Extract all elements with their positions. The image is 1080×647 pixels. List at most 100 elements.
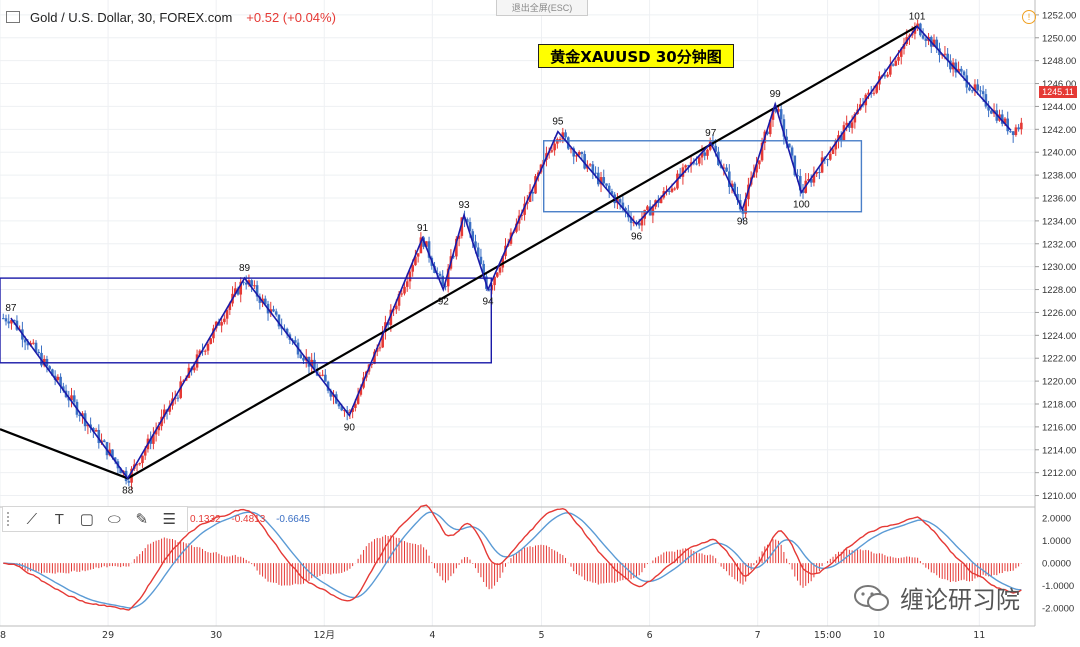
candle-body: [498, 267, 502, 273]
candle-body: [152, 434, 155, 444]
candle-body: [203, 350, 207, 352]
candle-body: [853, 113, 857, 123]
candle-body: [850, 122, 854, 128]
candle-body: [695, 163, 698, 165]
candle-body: [272, 309, 275, 312]
candle-body: [168, 405, 172, 412]
candle-body: [351, 407, 354, 412]
time-tick-label: 7: [755, 630, 761, 641]
candle-body: [897, 56, 900, 61]
candle-body: [340, 406, 344, 411]
candle-body: [692, 162, 696, 164]
pivot-label: 93: [458, 200, 470, 211]
candle-body: [359, 387, 363, 395]
candle-body: [92, 428, 95, 432]
candle-body: [774, 108, 778, 112]
pivot-label: 99: [770, 89, 782, 100]
candle-body: [72, 395, 76, 402]
candle-body: [212, 328, 215, 339]
text-tool-icon[interactable]: T: [54, 510, 64, 528]
candle-body: [455, 238, 458, 257]
pivot-label: 95: [552, 117, 564, 128]
candle-body: [973, 84, 977, 92]
price-tick-label: 1220.00: [1042, 377, 1076, 388]
macd-tick-label: 0.0000: [1042, 559, 1071, 570]
price-tick-label: 1216.00: [1042, 422, 1076, 433]
candle-body: [135, 464, 139, 466]
brush-tool-icon[interactable]: ✎: [135, 511, 149, 528]
candle-body: [867, 92, 870, 95]
drag-handle-icon[interactable]: [7, 512, 16, 526]
candle-body: [809, 179, 813, 183]
price-tick-label: 1230.00: [1042, 262, 1076, 273]
macd-signal-value: -0.6645: [276, 514, 310, 525]
candle-body: [515, 223, 518, 232]
candle-body: [1009, 131, 1012, 133]
candle-body: [891, 64, 895, 66]
candle-body: [163, 409, 166, 417]
price-tick-label: 1232.00: [1042, 239, 1076, 250]
candle-body: [916, 23, 919, 27]
candle-body: [714, 145, 717, 152]
candle-body: [793, 155, 797, 176]
candle-body: [760, 142, 764, 161]
candle-body: [56, 376, 60, 380]
candle-body: [673, 188, 677, 190]
candle-body: [954, 62, 958, 73]
candle-body: [990, 110, 993, 114]
candle-body: [465, 219, 469, 223]
watermark: 缠论研习院: [852, 580, 1020, 615]
candle-body: [684, 165, 687, 168]
candle-body: [962, 71, 966, 76]
candle-body: [285, 328, 289, 335]
price-tick-label: 1242.00: [1042, 125, 1076, 136]
pivot-range-box: [0, 277, 492, 364]
candle-body: [635, 222, 638, 224]
candle-body: [397, 293, 401, 306]
macd-hist-value: 0.1332: [190, 514, 221, 525]
price-tick-label: 1212.00: [1042, 468, 1076, 479]
candle-body: [580, 152, 584, 154]
instrument-title: Gold / U.S. Dollar, 30, FOREX.com: [30, 9, 233, 25]
candle-body: [583, 153, 586, 169]
candle-body: [1000, 114, 1004, 124]
candle-body: [815, 172, 818, 174]
pivot-label: 89: [239, 263, 251, 274]
candle-body: [637, 222, 641, 226]
watermark-text: 缠论研习院: [900, 586, 1020, 614]
candle-body: [575, 155, 578, 157]
time-tick-label: 29: [102, 630, 114, 641]
candle-body: [984, 94, 988, 107]
macd-line: [3, 504, 1022, 611]
candle-body: [883, 75, 887, 77]
alert-icon[interactable]: !: [1022, 10, 1036, 24]
candle-body: [479, 256, 483, 264]
zigzag-stroke-line: [10, 25, 1012, 480]
rectangle-tool-icon[interactable]: ▢: [79, 511, 94, 528]
candle-body: [220, 322, 223, 326]
ellipse-tool-icon[interactable]: ⬭: [107, 510, 121, 528]
candle-body: [894, 60, 898, 66]
candle-body: [113, 457, 117, 462]
pivot-label: 101: [909, 11, 926, 22]
candle-body: [818, 172, 821, 174]
candle-body: [736, 193, 739, 201]
candle-body: [141, 455, 144, 464]
candle-body: [1011, 131, 1015, 136]
candle-body: [97, 429, 101, 444]
pivot-label: 90: [344, 422, 356, 433]
candle-body: [4, 318, 8, 322]
candle-body: [798, 176, 802, 191]
candle-body: [356, 394, 360, 404]
exit-fullscreen-button[interactable]: 退出全屏(ESC): [496, 0, 588, 16]
menu-icon[interactable]: [6, 11, 20, 23]
candle-body: [138, 463, 142, 465]
time-tick-label: 6: [647, 630, 653, 641]
candle-body: [528, 191, 532, 203]
fib-tool-icon[interactable]: ☰: [162, 511, 176, 528]
macd-tick-label: 2.0000: [1042, 514, 1071, 525]
candle-body: [487, 288, 491, 291]
trend-line-tool-icon[interactable]: ⟋: [26, 510, 38, 528]
